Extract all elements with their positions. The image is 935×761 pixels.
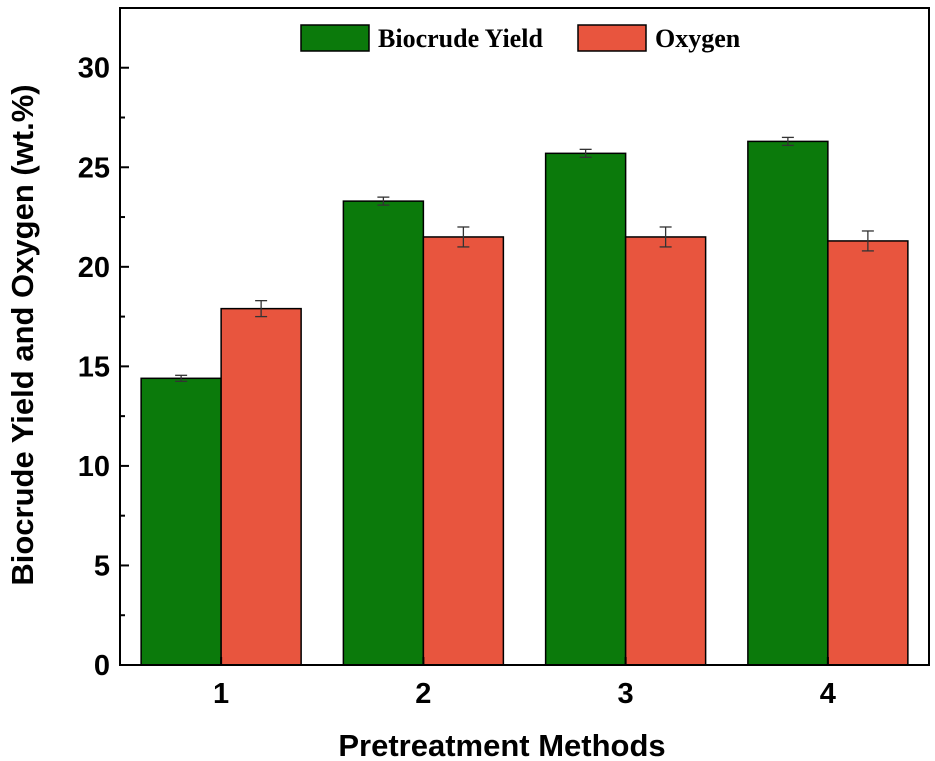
x-tick-label: 2 <box>415 678 431 710</box>
error-bar <box>861 230 874 252</box>
error-bar <box>457 226 470 248</box>
bar-oxygen-4 <box>827 240 909 666</box>
bar-oxygen-1 <box>220 307 302 666</box>
legend: Biocrude Yield Oxygen <box>300 24 741 53</box>
legend-label-biocrude-yield: Biocrude Yield <box>378 24 543 53</box>
x-tick-label: 4 <box>820 678 836 710</box>
bar-oxygen-3 <box>624 236 707 666</box>
error-bar <box>659 226 672 248</box>
error-bar <box>255 300 268 318</box>
legend-swatch-biocrude-yield <box>300 24 370 52</box>
x-tick-label: 3 <box>618 678 634 710</box>
error-bar <box>175 374 188 382</box>
y-tick-label: 5 <box>94 550 110 582</box>
error-bar <box>377 196 390 206</box>
y-tick-label: 25 <box>78 152 110 184</box>
plot-frame <box>119 7 930 666</box>
legend-label-oxygen: Oxygen <box>655 24 741 53</box>
bar-biocrude-yield-1 <box>140 377 222 666</box>
bar-biocrude-yield-2 <box>342 200 425 666</box>
bars-layer <box>140 140 909 666</box>
y-tick-label: 20 <box>78 252 110 284</box>
bar-biocrude-yield-3 <box>544 152 627 666</box>
bar-biocrude-yield-4 <box>747 140 829 666</box>
y-tick-label: 30 <box>78 53 110 85</box>
error-bars-layer <box>175 136 874 382</box>
x-axis-ticks: 1 2 3 4 <box>213 657 836 710</box>
error-bar <box>579 148 592 158</box>
x-tick-label: 1 <box>213 678 229 710</box>
legend-swatch-oxygen <box>577 24 647 52</box>
x-axis-title: Pretreatment Methods <box>338 728 665 761</box>
y-tick-label: 10 <box>78 451 110 483</box>
y-tick-label: 0 <box>94 650 110 682</box>
y-tick-label: 15 <box>78 351 110 383</box>
bar-oxygen-2 <box>422 236 505 666</box>
error-bar <box>781 136 794 147</box>
y-axis-title: Biocrude Yield and Oxygen (wt.%) <box>5 84 40 585</box>
y-axis-ticks: 0 5 10 15 20 25 30 <box>78 53 129 682</box>
